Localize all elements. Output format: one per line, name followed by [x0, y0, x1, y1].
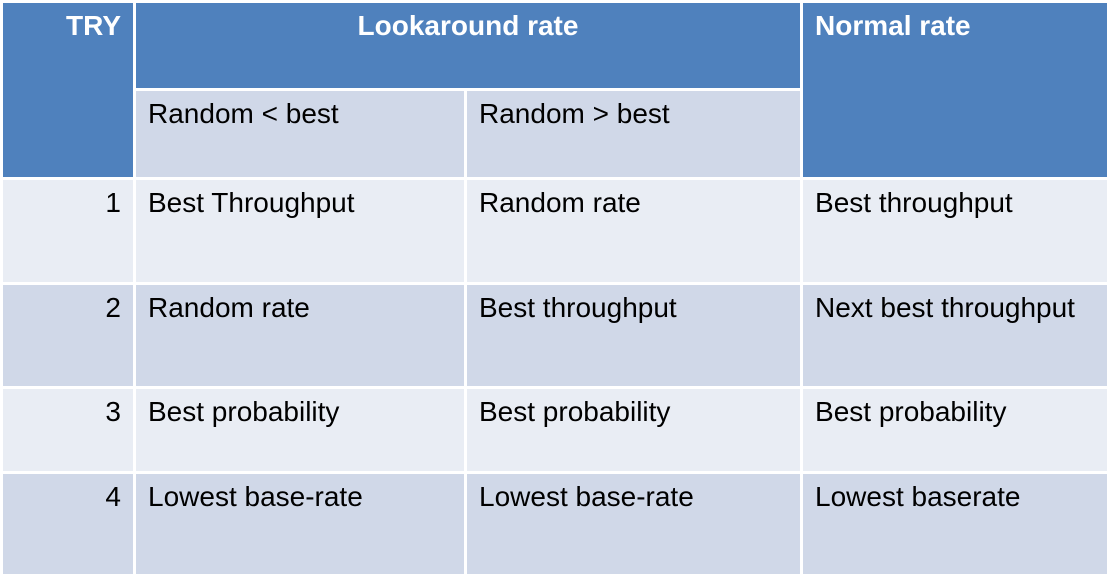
cell-random-less-than-best: Random rate: [135, 284, 466, 388]
try-number: 2: [2, 284, 135, 388]
table-row: 4 Lowest base-rate Lowest base-rate Lowe…: [2, 473, 1107, 576]
cell-random-less-than-best: Lowest base-rate: [135, 473, 466, 576]
try-number: 1: [2, 179, 135, 284]
cell-normal-rate: Best throughput: [802, 179, 1107, 284]
cell-random-less-than-best: Best Throughput: [135, 179, 466, 284]
header-try: TRY: [2, 2, 135, 179]
cell-normal-rate: Best probability: [802, 388, 1107, 473]
subheader-random-greater-than-best: Random > best: [466, 90, 802, 179]
cell-random-greater-than-best: Lowest base-rate: [466, 473, 802, 576]
table-row: 2 Random rate Best throughput Next best …: [2, 284, 1107, 388]
subheader-random-less-than-best: Random < best: [135, 90, 466, 179]
cell-random-greater-than-best: Best probability: [466, 388, 802, 473]
cell-random-greater-than-best: Random rate: [466, 179, 802, 284]
header-lookaround-rate: Lookaround rate: [135, 2, 802, 90]
cell-normal-rate: Next best throughput: [802, 284, 1107, 388]
cell-normal-rate: Lowest baserate: [802, 473, 1107, 576]
table-row: 3 Best probability Best probability Best…: [2, 388, 1107, 473]
try-number: 4: [2, 473, 135, 576]
table-row: 1 Best Throughput Random rate Best throu…: [2, 179, 1107, 284]
cell-random-less-than-best: Best probability: [135, 388, 466, 473]
header-normal-rate: Normal rate: [802, 2, 1107, 179]
try-number: 3: [2, 388, 135, 473]
cell-random-greater-than-best: Best throughput: [466, 284, 802, 388]
